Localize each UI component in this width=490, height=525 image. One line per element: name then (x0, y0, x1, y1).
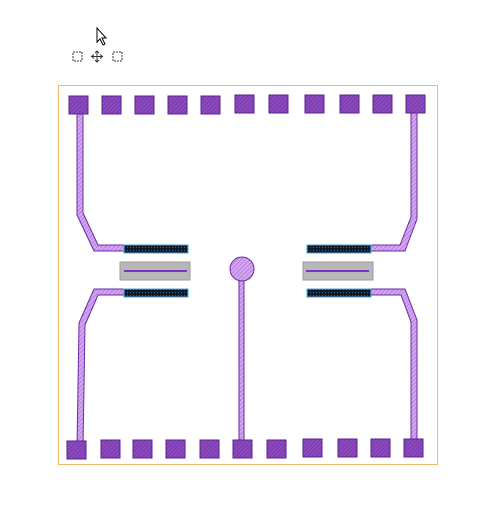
bond-pad-bottom-9[interactable] (337, 438, 358, 458)
bond-pad-bottom-10[interactable] (370, 438, 391, 458)
bond-pad-top-7[interactable] (268, 94, 289, 114)
electrode-top-right[interactable] (306, 244, 372, 254)
bottom-pad-row (66, 438, 424, 460)
bond-pad-top-4[interactable] (167, 95, 188, 115)
top-pad-row (68, 94, 426, 115)
cell-boundary[interactable] (58, 85, 438, 465)
bond-pad-top-3[interactable] (134, 95, 155, 115)
bond-pad-top-2[interactable] (101, 95, 122, 115)
bond-pad-top-8[interactable] (304, 94, 325, 114)
trace-bottom-right[interactable] (370, 288, 418, 448)
center-probe-pad[interactable] (229, 256, 255, 282)
electrode-top-left[interactable] (123, 244, 189, 254)
bond-pad-bottom-5[interactable] (199, 439, 220, 459)
bond-pad-bottom-11[interactable] (403, 438, 424, 458)
selection-tools (72, 26, 123, 63)
bond-pad-top-10[interactable] (372, 94, 393, 114)
electrodes (123, 244, 372, 298)
move-icon[interactable] (90, 50, 104, 63)
bond-pad-top-9[interactable] (339, 94, 360, 114)
trace-bottom-left[interactable] (76, 288, 126, 448)
bond-pad-bottom-3[interactable] (132, 439, 153, 459)
bond-pad-top-6[interactable] (234, 94, 255, 114)
bond-pad-bottom-7[interactable] (266, 439, 287, 459)
bond-pad-bottom-6[interactable] (232, 439, 253, 459)
bond-pad-top-11[interactable] (405, 94, 426, 114)
trace-top-left[interactable] (76, 107, 126, 252)
trace-top-right[interactable] (370, 107, 418, 252)
bond-pad-bottom-2[interactable] (100, 439, 121, 459)
trace-center-stem[interactable] (238, 278, 245, 448)
electrode-bottom-left[interactable] (123, 288, 189, 298)
bond-pad-bottom-4[interactable] (165, 439, 186, 459)
heaters (119, 261, 374, 281)
arrow-cursor-icon (96, 26, 108, 46)
electrode-bottom-right[interactable] (306, 288, 372, 298)
bond-pad-top-5[interactable] (200, 95, 221, 115)
selection-handle-icon[interactable] (72, 51, 83, 62)
bond-pad-bottom-8[interactable] (302, 438, 323, 458)
bond-pad-top-1[interactable] (68, 95, 89, 115)
selection-handle-icon[interactable] (112, 51, 123, 62)
bond-pad-bottom-1[interactable] (66, 440, 87, 460)
